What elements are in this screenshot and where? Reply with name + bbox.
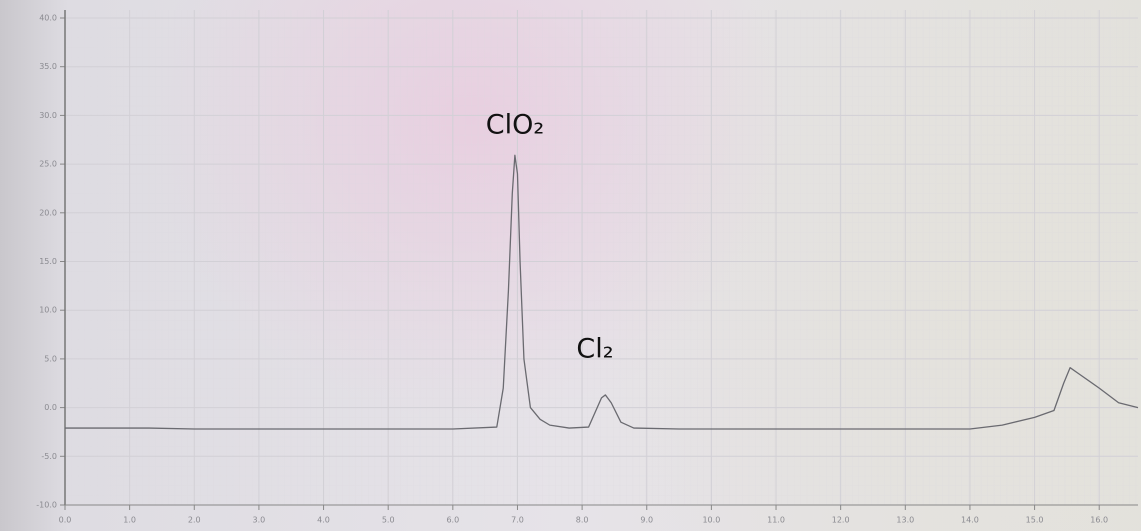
x-tick-label: 15.0 — [1026, 516, 1044, 525]
minor-grid — [65, 10, 1138, 505]
y-tick-label: -5.0 — [41, 452, 57, 461]
x-tick-label: 7.0 — [511, 516, 524, 525]
y-tick-label: 40.0 — [39, 14, 57, 23]
x-tick-label: 11.0 — [767, 516, 785, 525]
x-tick-label: 4.0 — [317, 516, 330, 525]
y-tick-label: 30.0 — [39, 111, 57, 120]
x-tick-label: 8.0 — [576, 516, 589, 525]
x-tick-label: 3.0 — [253, 516, 266, 525]
y-tick-label: 10.0 — [39, 306, 57, 315]
x-tick-label: 14.0 — [961, 516, 979, 525]
y-tick-label: 25.0 — [39, 160, 57, 169]
annotation: ClO₂ — [486, 110, 544, 141]
x-tick-label: 5.0 — [382, 516, 395, 525]
y-tick-label: 35.0 — [39, 62, 57, 71]
y-tick-label: 20.0 — [39, 208, 57, 217]
y-tick-label: 15.0 — [39, 257, 57, 266]
x-tick-label: 16.0 — [1090, 516, 1108, 525]
x-tick-label: 12.0 — [832, 516, 850, 525]
y-tick-label: 0.0 — [44, 403, 57, 412]
x-tick-label: 2.0 — [188, 516, 201, 525]
x-tick-label: 1.0 — [123, 516, 136, 525]
x-tick-label: 10.0 — [702, 516, 720, 525]
screen-photo: -10.0 -5.0 0.0 5.0 10.0 15.0 20.0 25.0 30.0 35.0 4… — [0, 0, 1141, 531]
y-tick-label: -10.0 — [36, 501, 57, 510]
annotation: Cl₂ — [576, 334, 613, 365]
y-tick-label: 5.0 — [44, 354, 57, 363]
x-tick-label: 9.0 — [640, 516, 653, 525]
x-tick-label: 0.0 — [59, 516, 72, 525]
x-tick-label: 13.0 — [896, 516, 914, 525]
x-tick-label: 6.0 — [446, 516, 459, 525]
chart: -10.0 -5.0 0.0 5.0 10.0 15.0 20.0 25.0 30.0 35.0 4… — [0, 0, 1141, 531]
